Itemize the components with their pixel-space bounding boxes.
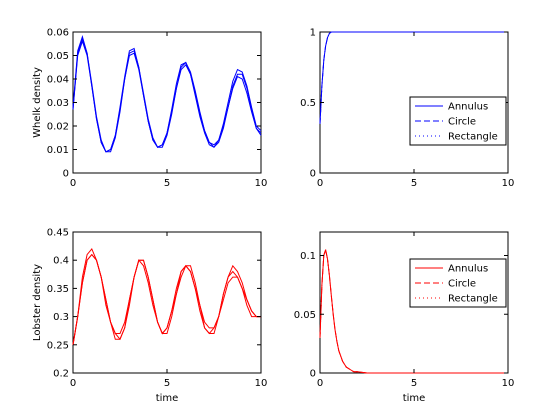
y-tick-label: 0.05 [294, 310, 316, 321]
legend-label-rectangle: Rectangle [448, 132, 498, 143]
legend-label-circle: Circle [448, 279, 476, 290]
axes-3: 0 5 10 0.2 0.25 0.3 0.35 0.4 0.45 time Lobster den… [32, 228, 267, 405]
series-line-3 [72, 247, 261, 345]
series-line-rectangle [319, 249, 508, 374]
x-tick-label: 0 [70, 178, 76, 189]
y-axis-label: Whelk density [32, 67, 43, 138]
y-tick-label: 0.35 [47, 284, 69, 295]
x-tick-label: 5 [411, 178, 417, 189]
y-tick-label: 0.4 [53, 256, 69, 267]
y-tick-label: 0.45 [47, 228, 69, 239]
y-tick-label: 0.1 [300, 251, 316, 262]
x-tick-label: 10 [502, 178, 515, 189]
y-tick-label: 0 [310, 169, 316, 180]
y-axis-label: Lobster density [32, 264, 43, 341]
plot-frame [72, 31, 262, 174]
y-tick-label: 0.03 [47, 98, 69, 109]
x-tick-label: 0 [70, 378, 76, 389]
series-line-2 [72, 253, 261, 345]
x-tick-label: 10 [255, 378, 268, 389]
plot-frame [72, 231, 262, 374]
y-tick-label: 1 [310, 28, 316, 39]
y-tick-label: 0.01 [47, 145, 69, 156]
x-tick-label: 5 [164, 178, 170, 189]
x-tick-label: 10 [255, 178, 268, 189]
legend-label-rectangle: Rectangle [448, 294, 498, 305]
y-tick-label: 0 [310, 369, 316, 380]
series-line-circle [319, 31, 508, 124]
legend-label-circle: Circle [448, 117, 476, 128]
y-tick-label: 0.25 [47, 340, 69, 351]
y-tick-label: 0.05 [47, 51, 69, 62]
y-tick-label: 0.3 [53, 312, 69, 323]
y-tick-label: 0 [63, 169, 69, 180]
legend-label-annulus: Annulus [448, 264, 488, 275]
x-tick-label: 0 [317, 178, 323, 189]
y-tick-label: 0.5 [300, 98, 316, 109]
x-tick-label: 5 [411, 378, 417, 389]
x-tick-label: 10 [502, 378, 515, 389]
axes-2: 0 5 10 0 0.5 1 Annulus Circle Rectangle [300, 28, 514, 190]
y-tick-label: 0.2 [53, 369, 69, 380]
y-tick-label: 0.02 [47, 122, 69, 133]
y-tick-label: 0.06 [47, 28, 69, 39]
axes-4: 0 5 10 0 0.05 0.1 time Annulus Circle Rectangle [294, 231, 515, 404]
x-axis-label: time [403, 393, 426, 404]
legend: Annulus Circle Rectangle [409, 96, 507, 146]
x-tick-label: 5 [164, 378, 170, 389]
axes-1: 0 5 10 0 0.01 0.02 0.03 0.04 0.05 0.06 Whelk densi… [32, 28, 267, 190]
legend: Annulus Circle Rectangle [409, 258, 507, 308]
series-line-3 [72, 35, 262, 153]
y-tick-label: 0.04 [47, 75, 69, 86]
x-tick-label: 0 [317, 378, 323, 389]
legend-label-annulus: Annulus [448, 102, 488, 113]
x-axis-label: time [156, 393, 179, 404]
